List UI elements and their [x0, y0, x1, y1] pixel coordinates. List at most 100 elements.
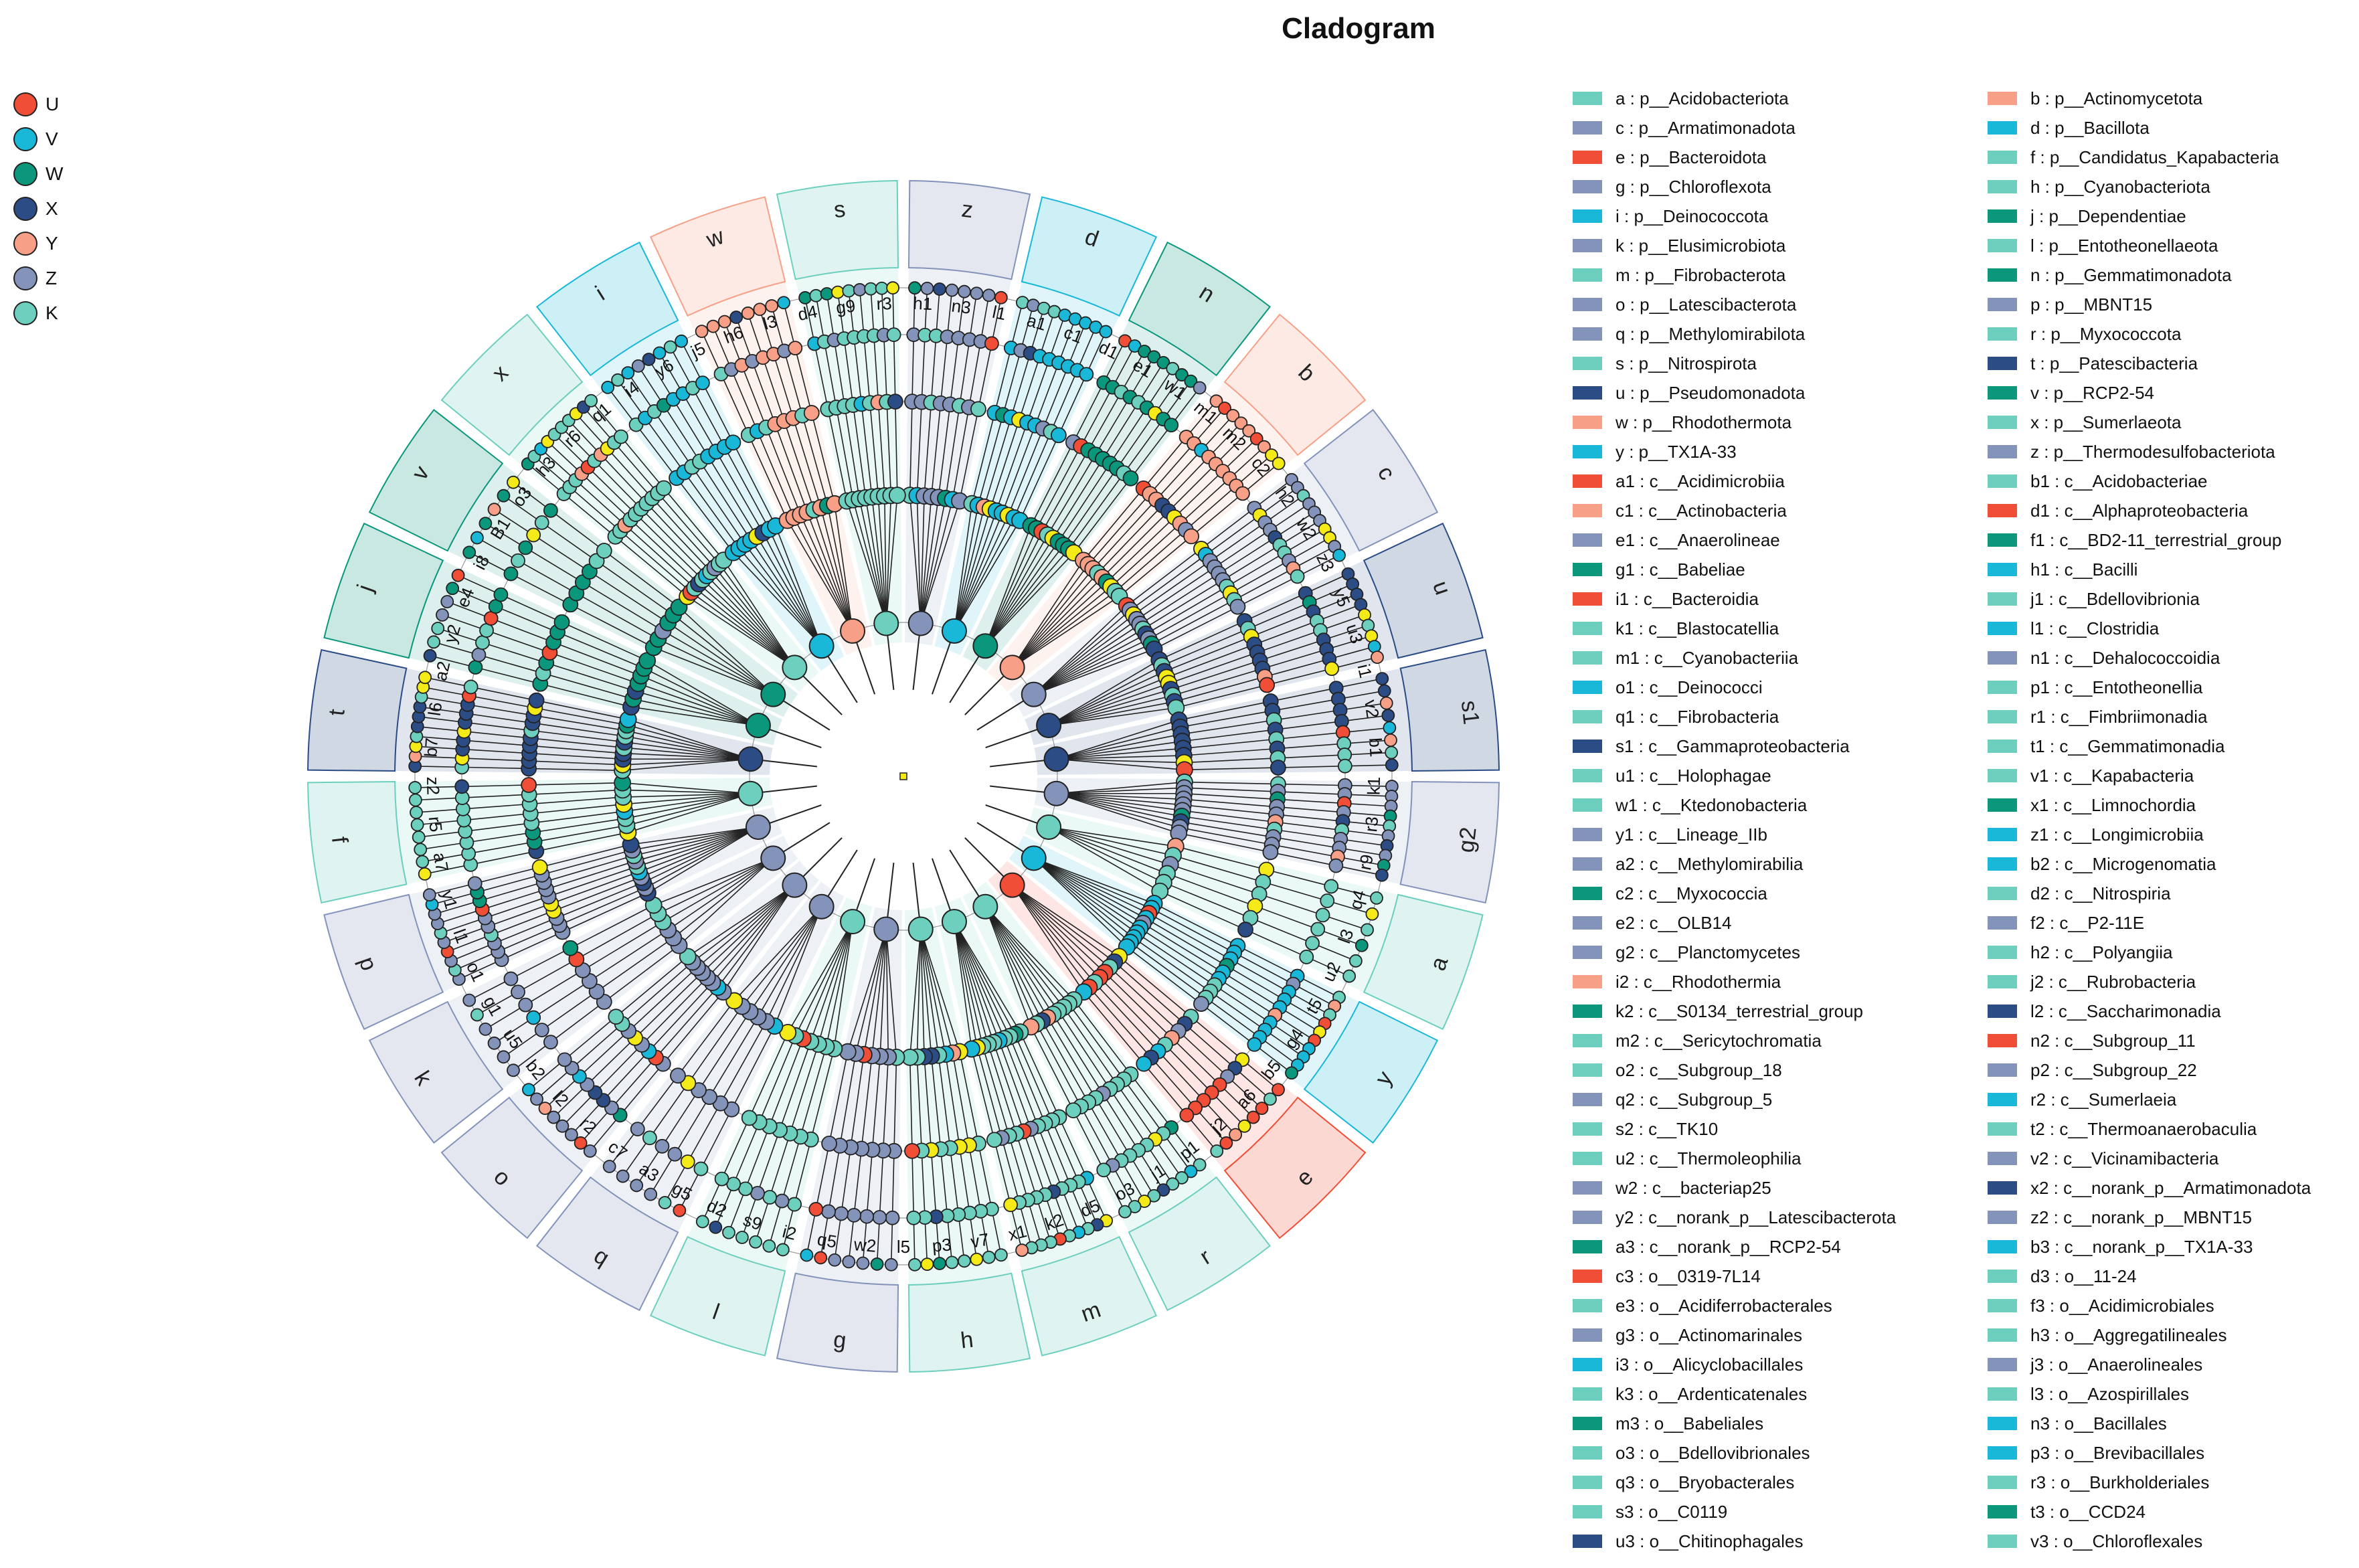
sector-label: g: [833, 1327, 848, 1354]
sector-band: [440, 313, 584, 456]
taxon-node: [596, 543, 612, 559]
legend-item: w1 : c__Ktedonobacteria: [1573, 790, 1896, 820]
legend-item: o3 : o__Bdellovibrionales: [1573, 1438, 1896, 1468]
legend-item: y1 : c__Lineage_IIb: [1573, 820, 1896, 849]
taxon-node: [1179, 1108, 1195, 1123]
legend-label: b1 : c__Acidobacteriae: [2030, 470, 2208, 491]
legend-label: k2 : c__S0134_terrestrial_group: [1615, 1000, 1864, 1021]
sector-label: z: [960, 197, 974, 224]
legend-item: s : p__Nitrospirota: [1573, 349, 1896, 378]
legend-item: i3 : o__Alicyclobacillales: [1573, 1350, 1896, 1379]
taxon-node: [503, 566, 519, 582]
sector-band: [1223, 1096, 1367, 1239]
legend-item: y : p__TX1A-33: [1573, 437, 1896, 466]
taxon-node: [908, 1257, 922, 1272]
legend-label: s1 : c__Gammaproteobacteria: [1615, 735, 1850, 756]
legend-label: x1 : c__Limnochordia: [2030, 794, 2196, 815]
taxon-node: [1263, 1092, 1277, 1106]
legend-item: k : p__Elusimicrobiota: [1573, 231, 1896, 260]
taxon-node: [1365, 907, 1379, 921]
taxon-node: [1242, 424, 1256, 438]
legend-swatch: [1573, 1270, 1602, 1283]
taxon-node: [800, 1248, 814, 1262]
taxon-node: [1234, 416, 1248, 430]
group-legend-item: U: [13, 87, 63, 122]
taxon-node: [920, 1257, 934, 1272]
clade-region: [905, 268, 1012, 646]
legend-label: c : p__Armatimonadota: [1615, 117, 1796, 138]
taxon-node: [808, 1202, 824, 1217]
clade-label: l5: [897, 1237, 910, 1257]
taxon-node: [1324, 879, 1339, 894]
legend-item: u1 : c__Holophagae: [1573, 761, 1896, 790]
phylum-node: [1043, 780, 1069, 806]
phylum-node: [907, 610, 934, 636]
taxon-node: [809, 288, 823, 302]
legend-swatch: [1573, 92, 1602, 105]
legend-label: a : p__Acidobacteriota: [1615, 88, 1789, 108]
taxon-node: [431, 622, 445, 635]
phylum-node: [808, 893, 835, 920]
taxon-node: [885, 1210, 900, 1225]
legend-item: o : p__Latescibacterota: [1573, 290, 1896, 319]
legend-item: j1 : c__Bdellovibrionia: [1988, 584, 2311, 614]
legend-label: l2 : c__Saccharimonadia: [2030, 1000, 2221, 1021]
taxon-node: [1118, 1205, 1132, 1219]
legend-item: r3 : o__Burkholderiales: [1988, 1468, 2311, 1497]
legend-label: t1 : c__Gemmatimonadia: [2030, 735, 2225, 756]
legend-item: i : p__Deinococcota: [1573, 201, 1896, 231]
phylum-node: [1036, 713, 1062, 739]
taxon-node: [621, 366, 635, 380]
legend-swatch: [1573, 887, 1602, 900]
legend-item: r : p__Myxococcota: [1988, 319, 2311, 349]
clade-label: a2: [430, 659, 454, 683]
legend-swatch: [1573, 1152, 1602, 1165]
legend-swatch: [1988, 1299, 2017, 1312]
group-legend-item: Z: [13, 261, 63, 296]
taxon-node: [1320, 893, 1335, 908]
legend-swatch: [1573, 1328, 1602, 1342]
legend-label: o1 : c__Deinococci: [1615, 677, 1763, 697]
legend-swatch: [1573, 916, 1602, 930]
phylum-node: [1043, 746, 1069, 772]
taxon-node: [1332, 548, 1346, 562]
legend-label: q2 : c__Subgroup_5: [1615, 1089, 1773, 1110]
legend-label: p1 : c__Entotheonellia: [2030, 677, 2203, 697]
legend-label: w : p__Rhodothermota: [1615, 412, 1792, 432]
taxon-node: [1175, 368, 1189, 381]
legend-item: u : p__Pseudomonadota: [1573, 378, 1896, 408]
legend-label: h3 : o__Aggregatilineales: [2030, 1324, 2227, 1345]
legend-label: c2 : c__Myxococcia: [1615, 883, 1767, 903]
taxon-node: [1385, 746, 1399, 760]
legend-label: h : p__Cyanobacteriota: [2030, 176, 2210, 197]
legend-label: u2 : c__Thermoleophilia: [1615, 1148, 1802, 1168]
taxon-node: [1156, 355, 1170, 369]
clade-region: [447, 835, 798, 1090]
sector-band: [1363, 893, 1484, 1031]
legend-swatch: [1573, 298, 1602, 311]
taxon-node: [511, 984, 525, 1000]
legend-label: j1 : c__Bdellovibrionia: [2030, 588, 2200, 609]
taxon-node: [1193, 996, 1209, 1012]
phylum-node: [745, 713, 771, 739]
legend-swatch: [1988, 1270, 2017, 1283]
legend-swatch: [1573, 268, 1602, 282]
legend-label: y2 : c__norank_p__Latescibacterota: [1615, 1207, 1897, 1227]
legend-item: g2 : c__Planctomycetes: [1573, 938, 1896, 967]
taxon-node: [1003, 1197, 1019, 1213]
taxon-node: [440, 595, 454, 608]
legend-label: j2 : c__Rubrobacteria: [2030, 971, 2196, 992]
taxon-node: [1262, 844, 1279, 861]
legend-item: b1 : c__Acidobacteriae: [1988, 466, 2311, 496]
taxon-node: [583, 1144, 597, 1158]
taxon-node: [451, 568, 465, 582]
clade-label: p3: [932, 1234, 952, 1255]
taxon-node: [630, 1179, 644, 1193]
legend-item: o2 : c__Subgroup_18: [1573, 1055, 1896, 1085]
legend-item: m : p__Fibrobacterota: [1573, 260, 1896, 290]
legend-item: c2 : c__Myxococcia: [1573, 879, 1896, 908]
legend-label: d : p__Bacillota: [2030, 117, 2150, 138]
taxon-node: [408, 793, 422, 807]
taxon-node: [1348, 954, 1363, 968]
taxon-node: [462, 545, 476, 559]
